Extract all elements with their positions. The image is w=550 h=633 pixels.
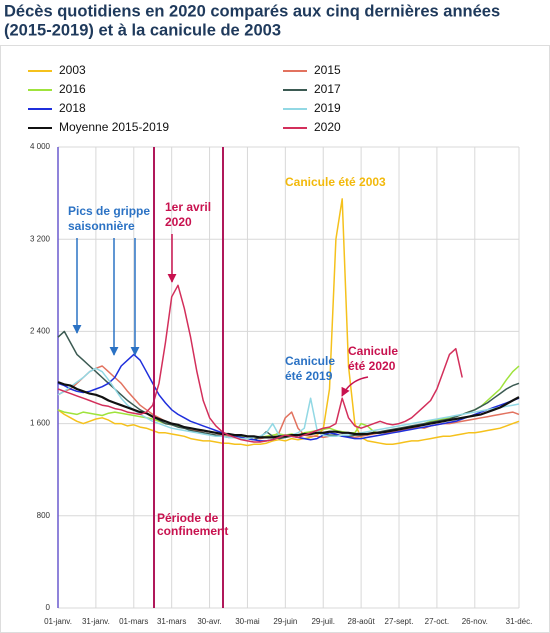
series-line bbox=[57, 198, 520, 447]
x-tick-label: 29-juin bbox=[273, 617, 297, 626]
annotation: confinement bbox=[157, 524, 228, 538]
x-tick-label: 30-mai bbox=[235, 617, 260, 626]
y-tick-label: 1 600 bbox=[30, 419, 51, 428]
series-line bbox=[57, 330, 520, 441]
arrow bbox=[341, 376, 369, 397]
legend-label: 2018 bbox=[59, 101, 86, 115]
legend-label: 2019 bbox=[314, 101, 341, 115]
y-tick-label: 3 200 bbox=[30, 234, 51, 243]
x-tick-label: 27-oct. bbox=[425, 617, 449, 626]
annotation: Canicule bbox=[285, 354, 335, 368]
legend-label: 2015 bbox=[314, 63, 341, 77]
annotation: 2020 bbox=[165, 215, 192, 229]
legend-label: Moyenne 2015-2019 bbox=[59, 120, 169, 134]
annotation: été 2020 bbox=[348, 359, 396, 373]
y-tick-label: 4 000 bbox=[30, 142, 51, 151]
legend-label: 2020 bbox=[314, 120, 341, 134]
series-line bbox=[57, 284, 463, 443]
x-tick-label: 31-mars bbox=[157, 617, 186, 626]
x-tick-label: 28-août bbox=[348, 617, 376, 626]
y-tick-label: 0 bbox=[46, 603, 51, 612]
x-tick-label: 27-sept. bbox=[385, 617, 414, 626]
x-tick-label: 26-nov. bbox=[462, 617, 488, 626]
x-tick-label: 31-janv. bbox=[82, 617, 110, 626]
chart-title: (2015-2019) et à la canicule de 2003 bbox=[4, 21, 281, 39]
annotation: Pics de grippe bbox=[68, 204, 150, 218]
x-tick-label: 29-juil. bbox=[311, 617, 335, 626]
x-tick-label: 01-mars bbox=[119, 617, 148, 626]
series-line bbox=[57, 365, 520, 439]
legend-label: 2017 bbox=[314, 82, 341, 96]
annotation: Canicule été 2003 bbox=[285, 175, 386, 189]
x-tick-label: 31-déc. bbox=[506, 617, 533, 626]
y-tick-label: 2 400 bbox=[30, 327, 51, 336]
annotation: 1er avril bbox=[165, 200, 211, 214]
annotation: été 2019 bbox=[285, 369, 333, 383]
annotation: Période de bbox=[157, 511, 219, 525]
y-tick-label: 800 bbox=[37, 511, 51, 520]
annotation: saisonnière bbox=[68, 219, 135, 233]
x-tick-label: 30-avr. bbox=[197, 617, 221, 626]
legend-label: 2016 bbox=[59, 82, 86, 96]
x-tick-label: 01-janv. bbox=[44, 617, 72, 626]
annotation: Canicule bbox=[348, 344, 398, 358]
legend-label: 2003 bbox=[59, 63, 86, 77]
chart-title: Décès quotidiens en 2020 comparés aux ci… bbox=[4, 2, 500, 20]
